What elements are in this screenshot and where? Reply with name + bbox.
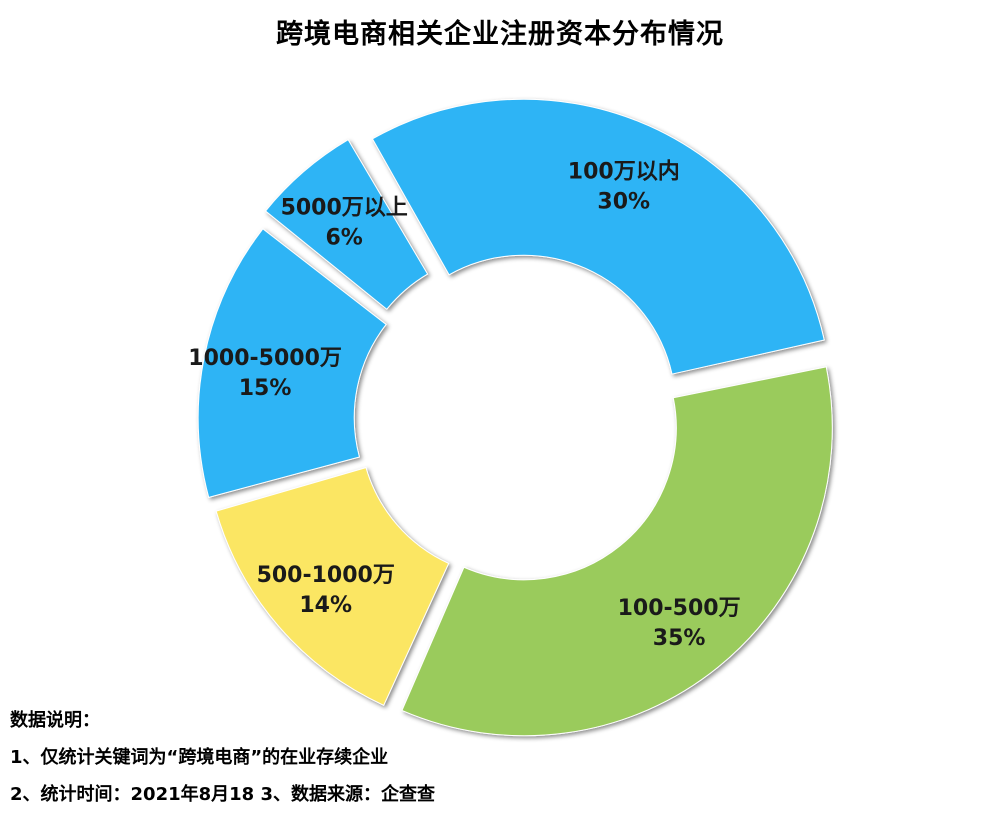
notes-line-2: 2、统计时间：2021年8月18 3、数据来源：企查查 bbox=[10, 784, 435, 805]
slice-2-value-label: 35% bbox=[653, 626, 706, 651]
slice-1-name-label: 100万以内 bbox=[568, 159, 680, 184]
slice-5-value-label: 6% bbox=[326, 226, 363, 251]
notes-line-1: 1、仅统计关键词为“跨境电商”的在业存续企业 bbox=[10, 747, 389, 768]
donut-labels: 100万以内 30% 100-500万 35% 500-1000万 14% 1000-500… bbox=[188, 159, 740, 650]
slice-2-name-label: 100-500万 bbox=[618, 596, 741, 621]
slice-1-value-label: 30% bbox=[597, 189, 650, 214]
slice-5 bbox=[264, 139, 429, 310]
slice-4-name-label: 1000-5000万 bbox=[188, 346, 342, 371]
slice-4 bbox=[197, 228, 387, 498]
slice-5-name-label: 5000万以上 bbox=[281, 196, 408, 221]
slice-1 bbox=[371, 98, 825, 375]
slice-4-value-label: 15% bbox=[239, 376, 292, 401]
notes-heading: 数据说明： bbox=[10, 710, 100, 731]
data-notes: 数据说明： 1、仅统计关键词为“跨境电商”的在业存续企业 2、统计时间：2021… bbox=[10, 702, 990, 813]
slice-3-value-label: 14% bbox=[299, 593, 352, 618]
slice-3-name-label: 500-1000万 bbox=[257, 563, 395, 588]
slice-2 bbox=[401, 366, 833, 737]
donut-slices bbox=[197, 98, 833, 737]
slice-3 bbox=[215, 467, 450, 706]
chart-title: 跨境电商相关企业注册资本分布情况 bbox=[276, 19, 724, 50]
